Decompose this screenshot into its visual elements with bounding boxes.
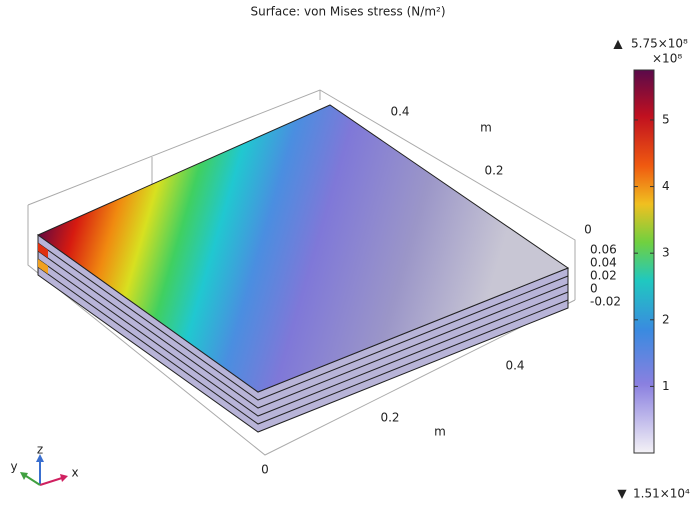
z-tick-label: 0.06 (590, 243, 617, 257)
y-tick-label: 0 (584, 223, 592, 237)
triad-z: z (37, 443, 43, 457)
plot: Surface: von Mises stress (N/m²) ▲ 5.75×… (0, 0, 696, 506)
colorbar-tick-label: 4 (662, 179, 670, 193)
plot-title: Surface: von Mises stress (N/m²) (250, 5, 445, 19)
colorbar-min: 1.51×10⁴ (633, 487, 690, 501)
z-tick-label: -0.02 (590, 295, 621, 309)
x-axis-label: m (434, 425, 446, 439)
colorbar-max: 5.75×10⁸ (631, 37, 688, 51)
y-tick-label: 0.2 (484, 164, 503, 178)
triad-y: y (10, 460, 17, 474)
x-tick-label: 0 (261, 463, 269, 477)
max-marker: ▲ (613, 37, 623, 51)
z-tick-label: 0.04 (590, 256, 617, 270)
x-tick-label: 0.4 (505, 359, 524, 373)
colorbar-tick-label: 1 (662, 379, 670, 393)
plate (38, 105, 568, 432)
min-marker: ▼ (617, 487, 627, 501)
colorbar-tick-label: 3 (662, 246, 670, 260)
y-axis-label: m (480, 121, 492, 135)
colorbar-tick-label: 5 (662, 112, 670, 126)
triad-x: x (71, 466, 78, 480)
colorbar-tick-label: 2 (662, 312, 670, 326)
colorbar (634, 70, 654, 453)
z-tick-label: 0.02 (590, 269, 617, 283)
x-tick-label: 0.2 (380, 411, 399, 425)
y-tick-label: 0.4 (390, 105, 409, 119)
colorbar-multiplier: ×10⁸ (652, 52, 682, 66)
triad: z x y (10, 443, 78, 486)
z-tick-label: 0 (590, 282, 598, 296)
